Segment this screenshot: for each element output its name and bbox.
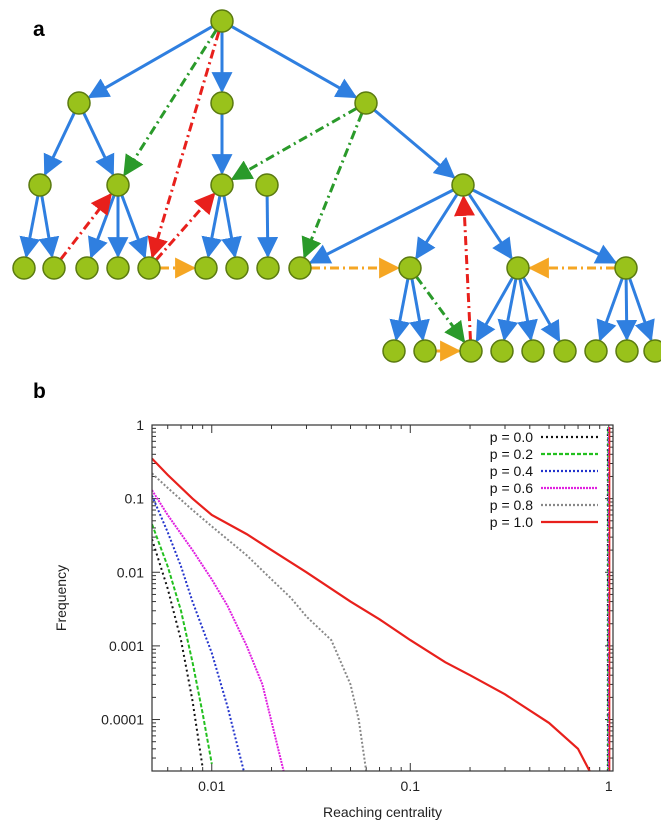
series-line: [152, 538, 204, 769]
tree-node: [106, 173, 130, 197]
tree-node: [12, 256, 36, 280]
tree-node: [490, 339, 514, 363]
series-line: [152, 489, 285, 771]
tree-edge: [230, 107, 358, 181]
tree-edges: [19, 25, 655, 362]
y-tick-label: 0.0001: [101, 712, 144, 728]
legend-label: p = 1.0: [490, 514, 533, 530]
legend-label: p = 0.6: [490, 480, 533, 496]
tree-edge: [221, 195, 242, 259]
tree-edge: [373, 108, 456, 179]
legend-label: p = 0.2: [490, 446, 533, 462]
tree-node: [451, 173, 475, 197]
series-line: [152, 457, 591, 771]
tree-edge: [475, 276, 514, 343]
tree-node: [288, 256, 312, 280]
x-axis-label: Reaching centrality: [323, 804, 442, 820]
tree-edge: [301, 112, 364, 259]
tree-node: [256, 256, 280, 280]
tree-edge: [517, 278, 538, 342]
x-tick-label: 0.1: [401, 778, 421, 794]
tree-node: [584, 339, 608, 363]
tree-edge: [201, 195, 223, 259]
tree-node: [42, 256, 66, 280]
tree-node: [382, 339, 406, 363]
tree-node: [354, 91, 378, 115]
legend-label: p = 0.0: [490, 429, 533, 445]
tree-node: [210, 9, 234, 33]
tree-node: [643, 339, 661, 363]
legend-label: p = 0.8: [490, 497, 533, 513]
tree-edge: [616, 278, 638, 342]
tree-edge: [59, 192, 112, 261]
tree-edge: [453, 194, 475, 341]
tree-edge: [389, 278, 411, 342]
y-tick-label: 1: [136, 417, 144, 433]
tree-node: [615, 339, 639, 363]
tree-edge: [467, 193, 513, 260]
x-tick-label: 0.01: [198, 778, 225, 794]
tree-edge: [155, 192, 216, 261]
tree-edge: [38, 195, 60, 259]
tree-edge: [415, 275, 466, 344]
tree-edge: [43, 112, 76, 177]
panel-b-label: b: [33, 380, 46, 403]
tree-diagram: [12, 9, 661, 363]
legend-label: p = 0.4: [490, 463, 533, 479]
y-tick-label: 0.1: [125, 491, 145, 507]
tree-edge: [522, 276, 561, 343]
tree-node: [67, 91, 91, 115]
tree-node: [75, 256, 99, 280]
series-line: [152, 472, 368, 771]
tree-node: [28, 173, 52, 197]
tree-edge: [87, 25, 214, 99]
tree-edge: [628, 277, 655, 342]
tree-edge: [497, 278, 519, 342]
tree-node: [225, 256, 249, 280]
panel-a-label: a: [33, 18, 45, 41]
tree-node: [194, 256, 218, 280]
tree-nodes: [12, 9, 661, 363]
series-line: [152, 495, 245, 771]
tree-edge: [308, 188, 454, 264]
tree-edge: [257, 195, 279, 259]
tree-node: [614, 256, 638, 280]
tree-edge: [87, 194, 116, 259]
tree-edge: [230, 25, 358, 99]
legend: p = 0.0p = 0.2p = 0.4p = 0.6p = 0.8p = 1…: [490, 429, 598, 530]
tree-node: [255, 173, 279, 197]
y-axis-label: Frequency: [53, 565, 69, 631]
tree-edge: [409, 278, 430, 342]
tree-node: [506, 256, 530, 280]
tree-edge: [596, 277, 624, 342]
tree-edge: [472, 188, 618, 264]
tree-node: [521, 339, 545, 363]
plot-frame: [151, 424, 614, 772]
y-tick-label: 0.001: [109, 638, 144, 654]
tree-edge: [82, 112, 115, 177]
tree-node: [137, 256, 161, 280]
tree-edge: [120, 194, 149, 259]
tree-node: [210, 173, 234, 197]
y-tick-label: 0.01: [117, 564, 144, 580]
tree-node: [413, 339, 437, 363]
tree-node: [398, 256, 422, 280]
series-group: [152, 427, 611, 771]
x-tick-label: 1: [605, 778, 613, 794]
series-line: [152, 523, 213, 765]
tree-edge: [415, 193, 459, 260]
tree-edge: [19, 195, 41, 259]
tree-node: [459, 339, 483, 363]
tree-edge: [147, 31, 221, 259]
tree-node: [210, 91, 234, 115]
tree-node: [553, 339, 577, 363]
tree-node: [106, 256, 130, 280]
